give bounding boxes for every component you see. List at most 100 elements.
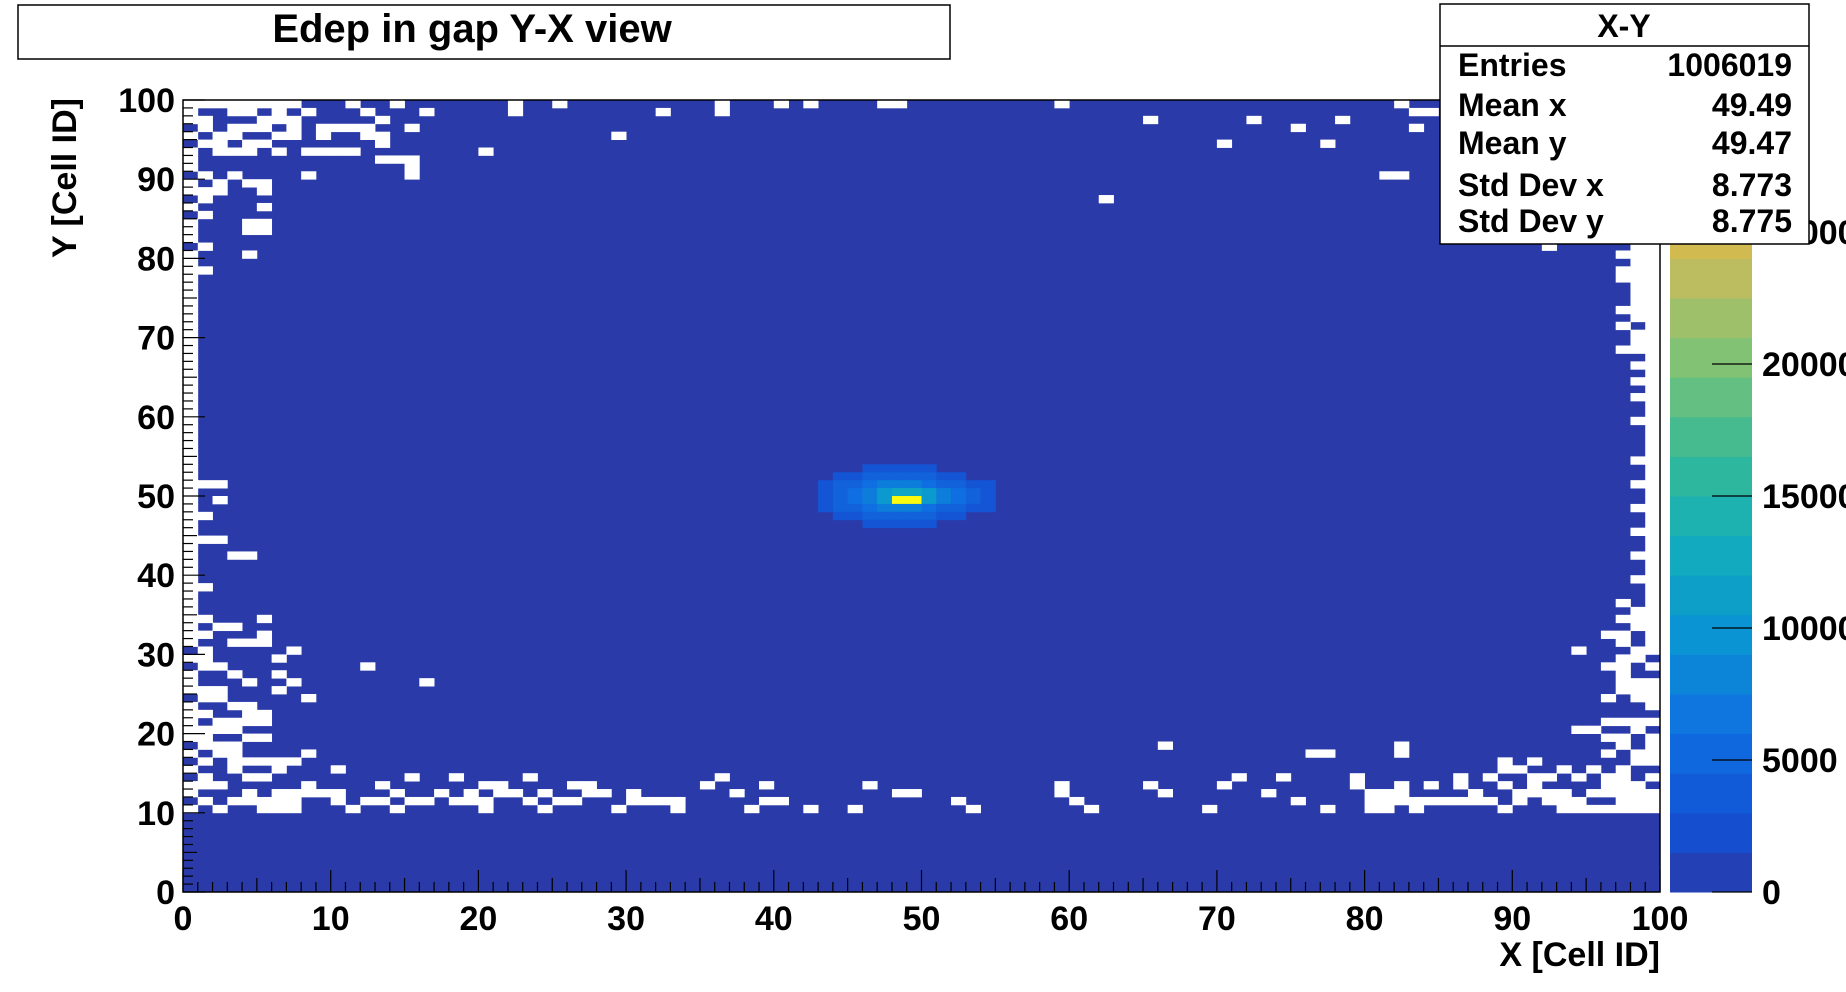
empty-cell: [301, 694, 317, 703]
empty-cell: [183, 432, 199, 441]
empty-cell: [212, 496, 228, 505]
empty-cell: [345, 147, 361, 156]
empty-cell: [1586, 804, 1602, 814]
empty-cell: [1645, 258, 1661, 267]
empty-cell: [183, 266, 199, 275]
empty-cell: [1394, 171, 1410, 180]
empty-cell: [1630, 781, 1646, 790]
empty-cell: [1261, 789, 1277, 798]
empty-cell: [1645, 448, 1661, 457]
empty-cell: [1394, 789, 1410, 798]
empty-cell: [197, 630, 213, 639]
empty-cell: [1290, 796, 1306, 806]
heat-cell: [832, 480, 849, 489]
heat-cell: [951, 488, 967, 497]
heat-cell: [921, 519, 937, 529]
heat-cell: [965, 496, 981, 505]
empty-cell: [1645, 361, 1661, 370]
empty-cell: [1630, 678, 1646, 687]
empty-cell: [197, 725, 213, 734]
empty-cell: [197, 242, 213, 251]
empty-cell: [1453, 796, 1469, 806]
empty-cell: [242, 107, 258, 117]
empty-cell: [1645, 305, 1661, 315]
x-tick-label: 20: [459, 900, 497, 938]
empty-cell: [286, 115, 302, 125]
heat-cell: [862, 511, 878, 521]
empty-cell: [1408, 796, 1425, 806]
empty-cell: [1615, 678, 1631, 687]
empty-cell: [183, 535, 199, 544]
empty-cell: [404, 163, 420, 172]
colorbar-tick-label: 20000: [1762, 346, 1846, 384]
empty-cell: [271, 115, 287, 125]
heat-cell: [921, 464, 937, 473]
empty-cell: [256, 638, 273, 647]
empty-cell: [1645, 741, 1661, 750]
empty-cell: [1645, 575, 1661, 584]
empty-cell: [183, 226, 199, 236]
empty-cell: [197, 741, 213, 750]
empty-cell: [227, 701, 243, 711]
empty-cell: [1600, 717, 1617, 727]
empty-cell: [1615, 670, 1631, 679]
empty-cell: [212, 725, 228, 734]
empty-cell: [183, 511, 199, 521]
empty-cell: [242, 250, 258, 259]
empty-cell: [463, 789, 479, 798]
empty-cell: [197, 733, 213, 742]
empty-cell: [1423, 781, 1439, 790]
empty-cell: [286, 123, 302, 133]
empty-cell: [242, 717, 258, 727]
empty-cell: [227, 749, 243, 758]
empty-cell: [1290, 123, 1306, 133]
heat-cell: [891, 464, 908, 473]
empty-cell: [242, 709, 258, 719]
empty-cell: [183, 456, 199, 465]
empty-cell: [1571, 646, 1587, 655]
empty-cell: [242, 678, 258, 687]
empty-cell: [183, 202, 199, 212]
empty-cell: [714, 107, 730, 117]
y-tick-label: 80: [137, 240, 175, 278]
empty-cell: [183, 519, 199, 529]
empty-cell: [1394, 749, 1410, 758]
empty-cell: [242, 139, 258, 148]
heat-cell: [921, 480, 937, 489]
empty-cell: [183, 369, 199, 378]
empty-cell: [183, 321, 199, 331]
heat-cell: [891, 496, 908, 505]
empty-cell: [581, 781, 597, 790]
empty-cell: [906, 789, 922, 798]
heat-cell: [936, 503, 952, 513]
empty-cell: [1645, 496, 1661, 505]
empty-cell: [1645, 804, 1661, 814]
empty-cell: [1054, 781, 1070, 790]
empty-cell: [183, 179, 199, 188]
empty-cell: [1645, 321, 1661, 331]
empty-cell: [626, 796, 642, 806]
empty-cell: [1645, 551, 1661, 560]
stats-row-label: Entries: [1458, 47, 1566, 83]
empty-cell: [1630, 345, 1646, 354]
empty-cell: [256, 757, 273, 766]
empty-cell: [1054, 100, 1070, 109]
empty-cell: [1423, 107, 1439, 117]
empty-cell: [1202, 804, 1218, 814]
empty-cell: [1645, 678, 1661, 687]
empty-cell: [256, 709, 273, 719]
empty-cell: [1630, 456, 1646, 465]
empty-cell: [256, 115, 273, 125]
stats-row-label: Mean x: [1458, 87, 1567, 123]
x-tick-label: 50: [903, 900, 941, 938]
empty-cell: [1645, 329, 1661, 338]
heat-cell: [891, 503, 908, 513]
stats-row-value: 1006019: [1667, 47, 1792, 83]
empty-cell: [183, 313, 199, 323]
empty-cell: [1615, 741, 1631, 750]
empty-cell: [1571, 804, 1587, 814]
empty-cell: [375, 139, 391, 148]
empty-cell: [419, 678, 435, 687]
empty-cell: [1615, 274, 1631, 283]
empty-cell: [271, 107, 287, 117]
